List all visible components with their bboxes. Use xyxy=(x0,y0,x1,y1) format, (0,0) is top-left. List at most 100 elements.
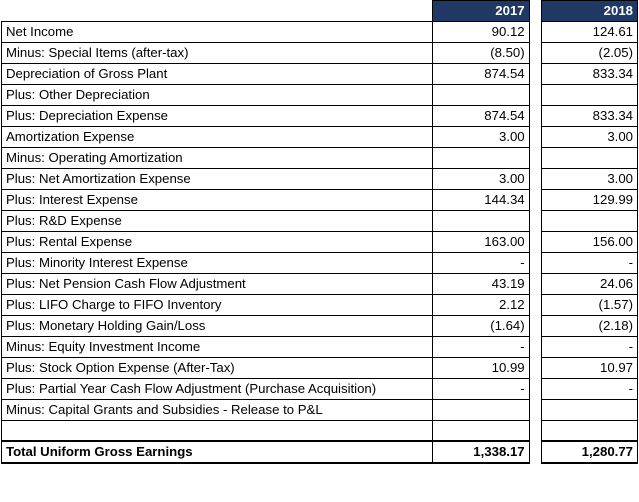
column-gap xyxy=(528,336,542,358)
value-cell-2018[interactable]: 129.99 xyxy=(540,189,639,211)
value-cell-2017[interactable] xyxy=(432,399,530,421)
row-label[interactable]: Plus: Interest Expense xyxy=(0,189,434,211)
column-gap xyxy=(528,440,542,463)
table-row: Plus: Minority Interest Expense - - xyxy=(0,252,639,274)
value-cell-2018[interactable]: - xyxy=(540,252,639,274)
row-label[interactable]: Plus: Depreciation Expense xyxy=(0,105,434,127)
value-cell-2017[interactable]: 3.00 xyxy=(432,168,530,190)
value-cell-2017[interactable]: (8.50) xyxy=(432,42,530,64)
row-label[interactable]: Minus: Special Items (after-tax) xyxy=(0,42,434,64)
value-cell-2018[interactable]: (2.05) xyxy=(540,42,639,64)
row-label[interactable]: Plus: LIFO Charge to FIFO Inventory xyxy=(0,294,434,316)
column-gap xyxy=(528,147,542,169)
value-cell-2018[interactable]: - xyxy=(540,378,639,400)
value-cell-2017[interactable] xyxy=(432,147,530,169)
value-cell-2018[interactable]: 10.97 xyxy=(540,357,639,379)
column-gap xyxy=(528,0,542,22)
row-label[interactable]: Plus: Other Depreciation xyxy=(0,84,434,106)
row-label[interactable]: Plus: Minority Interest Expense xyxy=(0,252,434,274)
row-label[interactable]: Depreciation of Gross Plant xyxy=(0,63,434,85)
table-row: Minus: Equity Investment Income - - xyxy=(0,336,639,358)
row-label[interactable]: Minus: Operating Amortization xyxy=(0,147,434,169)
value-cell-2018[interactable] xyxy=(540,399,639,421)
value-cell-2017[interactable]: 874.54 xyxy=(432,63,530,85)
table-row: Plus: Other Depreciation xyxy=(0,84,639,106)
spacer-cell xyxy=(0,420,434,441)
spacer-row xyxy=(0,420,639,441)
value-cell-2018[interactable] xyxy=(540,84,639,106)
column-gap xyxy=(528,126,542,148)
value-cell-2017[interactable]: 43.19 xyxy=(432,273,530,295)
header-blank-cell xyxy=(1,0,434,22)
table-row: Plus: Depreciation Expense 874.54 833.34 xyxy=(0,105,639,127)
value-cell-2018[interactable]: (2.18) xyxy=(540,315,639,337)
value-cell-2017[interactable]: (1.64) xyxy=(432,315,530,337)
value-cell-2018[interactable]: 833.34 xyxy=(540,63,639,85)
value-cell-2018[interactable]: 124.61 xyxy=(540,21,639,43)
row-label[interactable]: Plus: Rental Expense xyxy=(0,231,434,253)
table-row: Plus: R&D Expense xyxy=(0,210,639,232)
value-cell-2018[interactable]: 24.06 xyxy=(540,273,639,295)
column-gap xyxy=(528,84,542,106)
value-cell-2018[interactable] xyxy=(540,147,639,169)
value-cell-2017[interactable] xyxy=(432,210,530,232)
value-cell-2017[interactable]: - xyxy=(432,336,530,358)
value-cell-2017[interactable]: 2.12 xyxy=(432,294,530,316)
table-row: Plus: Net Pension Cash Flow Adjustment 43… xyxy=(0,273,639,295)
value-cell-2018[interactable]: 156.00 xyxy=(540,231,639,253)
value-cell-2017[interactable] xyxy=(432,84,530,106)
row-label[interactable]: Minus: Equity Investment Income xyxy=(0,336,434,358)
table-row: Depreciation of Gross Plant 874.54 833.34 xyxy=(0,63,639,85)
table-row: Plus: Stock Option Expense (After-Tax) 10… xyxy=(0,357,639,379)
column-gap xyxy=(528,315,542,337)
column-gap xyxy=(528,420,542,441)
value-cell-2018[interactable]: - xyxy=(540,336,639,358)
table-row: Plus: Rental Expense 163.00 156.00 xyxy=(0,231,639,253)
total-value-2018[interactable]: 1,280.77 xyxy=(540,439,639,464)
value-cell-2017[interactable]: - xyxy=(432,252,530,274)
row-label[interactable]: Plus: Net Amortization Expense xyxy=(0,168,434,190)
table-row: Amortization Expense 3.00 3.00 xyxy=(0,126,639,148)
column-gap xyxy=(528,105,542,127)
header-row: 2017 2018 xyxy=(1,0,639,22)
column-gap xyxy=(528,210,542,232)
spacer-cell xyxy=(432,420,530,441)
row-label[interactable]: Plus: Stock Option Expense (After-Tax) xyxy=(0,357,434,379)
column-gap xyxy=(528,378,542,400)
column-gap xyxy=(528,252,542,274)
value-cell-2017[interactable]: 144.34 xyxy=(432,189,530,211)
row-label[interactable]: Plus: Net Pension Cash Flow Adjustment xyxy=(0,273,434,295)
table-row: Plus: Net Amortization Expense 3.00 3.00 xyxy=(0,168,639,190)
value-cell-2018[interactable]: 833.34 xyxy=(540,105,639,127)
total-value-2017[interactable]: 1,338.17 xyxy=(432,439,530,464)
year-header-2018[interactable]: 2018 xyxy=(540,0,639,22)
value-cell-2017[interactable]: 90.12 xyxy=(432,21,530,43)
year-header-2017[interactable]: 2017 xyxy=(432,0,530,22)
value-cell-2018[interactable] xyxy=(540,210,639,232)
column-gap xyxy=(528,357,542,379)
row-label[interactable]: Plus: R&D Expense xyxy=(0,210,434,232)
column-gap xyxy=(528,42,542,64)
table-row: Plus: Monetary Holding Gain/Loss (1.64) (2… xyxy=(0,315,639,337)
column-gap xyxy=(528,231,542,253)
row-label[interactable]: Minus: Capital Grants and Subsidies - Re… xyxy=(0,399,434,421)
row-label[interactable]: Plus: Partial Year Cash Flow Adjustment … xyxy=(0,378,434,400)
value-cell-2018[interactable]: 3.00 xyxy=(540,168,639,190)
row-label[interactable]: Plus: Monetary Holding Gain/Loss xyxy=(0,315,434,337)
table-row: Plus: Interest Expense 144.34 129.99 xyxy=(0,189,639,211)
value-cell-2017[interactable]: 163.00 xyxy=(432,231,530,253)
value-cell-2017[interactable]: - xyxy=(432,378,530,400)
value-cell-2017[interactable]: 874.54 xyxy=(432,105,530,127)
total-label[interactable]: Total Uniform Gross Earnings xyxy=(0,439,434,464)
column-gap xyxy=(528,168,542,190)
column-gap xyxy=(528,399,542,421)
row-label[interactable]: Amortization Expense xyxy=(0,126,434,148)
value-cell-2018[interactable]: (1.57) xyxy=(540,294,639,316)
value-cell-2018[interactable]: 3.00 xyxy=(540,126,639,148)
value-cell-2017[interactable]: 10.99 xyxy=(432,357,530,379)
value-cell-2017[interactable]: 3.00 xyxy=(432,126,530,148)
row-label[interactable]: Net Income xyxy=(0,21,434,43)
table-row: Minus: Special Items (after-tax) (8.50) (2… xyxy=(0,42,639,64)
column-gap xyxy=(528,189,542,211)
